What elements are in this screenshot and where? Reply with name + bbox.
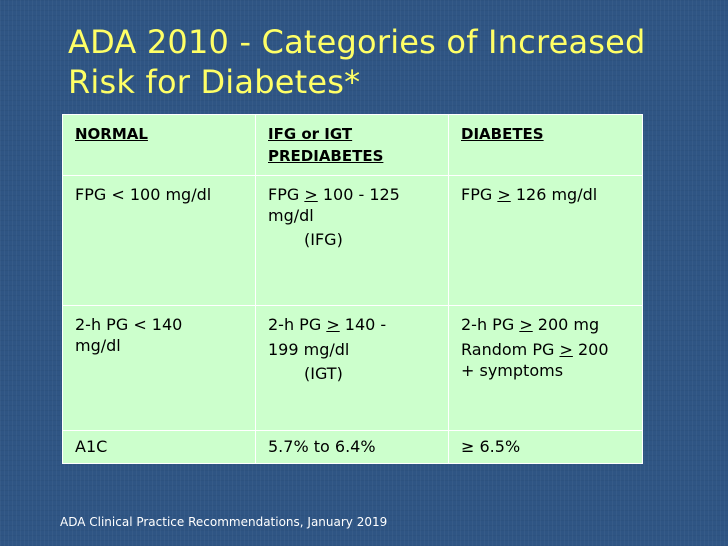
pg-normal-cell: 2-h PG < 140 mg/dl [62,305,256,431]
pg-diab-random-line-2: + symptoms [461,361,564,380]
pg-pre-prefix: 2-h PG [268,315,327,334]
pg-pre-value: 140 - [339,315,387,334]
source-footnote: ADA Clinical Practice Recommendations, J… [60,515,388,529]
a1c-diabetes: ≥ 6.5% [461,437,521,456]
pg-normal-line-1: 2-h PG < 140 [75,315,183,334]
fpg-diabetes-range: FPG > 126 mg/dl [461,184,632,205]
a1c-prediabetes-cell: 5.7% to 6.4% [255,430,449,464]
a1c-label: A1C [75,437,108,456]
fpg-diab-symbol: > [497,185,511,204]
risk-categories-table: NORMAL IFG or IGT PREDIABETES DIABETES F… [62,114,643,464]
fpg-pre-prefix: FPG [268,185,305,204]
pg-diab-value: 200 mg [532,315,600,334]
table-header-row: NORMAL IFG or IGT PREDIABETES DIABETES [62,114,643,176]
fpg-pre-value: 100 - 125 [317,185,400,204]
fpg-diabetes-cell: FPG > 126 mg/dl [448,175,643,306]
header-normal: NORMAL [75,125,148,143]
fpg-pre-symbol: > [304,185,318,204]
slide-title-line-2: Risk for Diabetes* [68,63,361,101]
fpg-pre-note: (IFG) [304,230,343,249]
fpg-normal: FPG < 100 mg/dl [75,185,212,204]
header-prediabetes-cell: IFG or IGT PREDIABETES [255,114,449,176]
pg-pre-symbol: > [326,315,340,334]
pg-diab-random-prefix: Random PG [461,340,560,359]
pg-prediabetes-range: 2-h PG > 140 - [268,314,438,335]
table-row-fpg: FPG < 100 mg/dl FPG > 100 - 125 mg/dl (I… [62,175,643,306]
pg-diabetes-range: 2-h PG > 200 mg [461,314,632,335]
a1c-label-cell: A1C [62,430,256,464]
table-row-a1c: A1C 5.7% to 6.4% ≥ 6.5% [62,430,643,464]
pg-prediabetes-cell: 2-h PG > 140 - 199 mg/dl (IGT) [255,305,449,431]
pg-normal-line-2: mg/dl [75,336,121,355]
fpg-prediabetes-range: FPG > 100 - 125 [268,184,438,205]
fpg-prediabetes-cell: FPG > 100 - 125 mg/dl (IFG) [255,175,449,306]
fpg-diab-prefix: FPG [461,185,498,204]
fpg-pre-unit: mg/dl [268,206,314,225]
pg-diab-symbol: > [519,315,533,334]
header-prediabetes-line-2: PREDIABETES [268,147,384,165]
pg-diabetes-cell: 2-h PG > 200 mg Random PG > 200 + sympto… [448,305,643,431]
pg-diabetes-random: Random PG > 200 [461,339,632,360]
pg-pre-note: (IGT) [304,364,343,383]
slide-title-line-1: ADA 2010 - Categories of Increased [68,23,646,61]
pg-diab-prefix: 2-h PG [461,315,520,334]
header-prediabetes-line-1: IFG or IGT [268,125,353,143]
fpg-normal-cell: FPG < 100 mg/dl [62,175,256,306]
header-diabetes-cell: DIABETES [448,114,643,176]
pg-diab-random-value: 200 [572,340,609,359]
a1c-diabetes-cell: ≥ 6.5% [448,430,643,464]
header-diabetes: DIABETES [461,125,544,143]
header-normal-cell: NORMAL [62,114,256,176]
fpg-diab-value: 126 mg/dl [510,185,598,204]
pg-pre-line-2: 199 mg/dl [268,340,350,359]
table-row-2h-pg: 2-h PG < 140 mg/dl 2-h PG > 140 - 199 mg… [62,305,643,431]
a1c-prediabetes: 5.7% to 6.4% [268,437,376,456]
slide-title: ADA 2010 - Categories of Increased Risk … [68,22,708,102]
pg-diab-random-symbol: > [559,340,573,359]
